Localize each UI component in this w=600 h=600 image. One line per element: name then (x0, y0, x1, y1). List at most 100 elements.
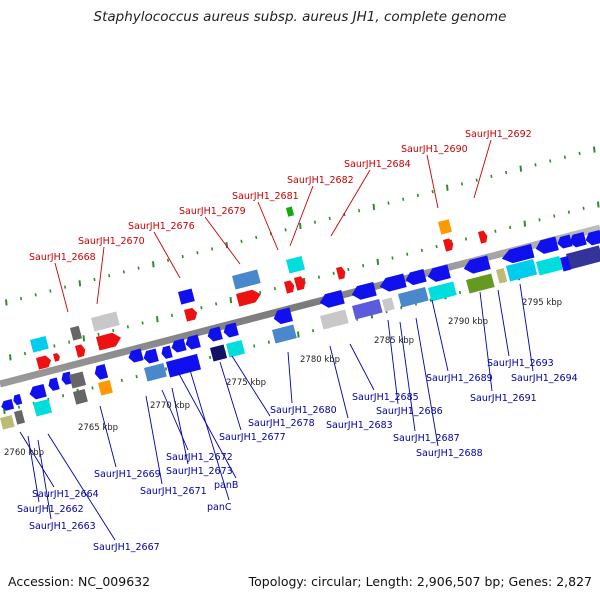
tick-mark-inner-top (332, 271, 335, 275)
gene-feature (272, 324, 297, 344)
gene-box (506, 258, 538, 282)
gene-box (0, 414, 15, 430)
top-label-connector (204, 216, 241, 265)
gene-feature (171, 338, 187, 353)
gene-box (29, 335, 49, 353)
tick-mark-outer-top (563, 155, 566, 159)
tick-mark-outer-top (475, 178, 478, 182)
tick-mark-inner-top (97, 332, 100, 337)
gene-feature (398, 286, 429, 308)
tick-mark-outer-top (211, 247, 214, 251)
gene-box (466, 273, 495, 294)
gene-feature (225, 339, 246, 358)
gene-arrow-left (29, 383, 47, 400)
gene-feature (585, 229, 600, 246)
gene-feature (319, 289, 345, 308)
tick-mark-outer-top (93, 277, 96, 282)
tick-mark-inner-bottom (458, 290, 462, 295)
gene-arrow-right (75, 344, 86, 358)
scale-label: 2760 kbp (4, 448, 44, 458)
tick-mark-inner-top (582, 206, 585, 210)
top-label-connector (96, 246, 105, 305)
gene-feature (32, 398, 53, 417)
gene-arrow-left (427, 264, 451, 282)
tick-mark-inner-top (494, 229, 497, 233)
tick-mark-outer-top (578, 151, 581, 156)
gene-arrow-left (501, 243, 535, 264)
bottom-label-connector (399, 321, 416, 432)
gene-arrow-left (379, 273, 407, 292)
gene-feature (94, 363, 109, 380)
gene-arrow-left (13, 393, 23, 406)
gene-feature (184, 307, 198, 322)
gene-box (209, 344, 228, 362)
gene-feature (536, 255, 563, 276)
bottom-label-connector (161, 389, 189, 451)
tick-mark-outer-top (416, 193, 419, 198)
gene-box (398, 286, 429, 308)
gene-feature (285, 206, 295, 217)
tick-mark-inner-top (126, 325, 129, 329)
gene-feature (231, 269, 261, 290)
gene-arrow-left (94, 363, 109, 380)
tick-mark-outer-top (549, 159, 552, 163)
gene-arrow-right (294, 276, 306, 291)
gene-arrow-right (36, 355, 52, 370)
gene-feature (496, 267, 508, 284)
gene-feature (166, 353, 201, 378)
tick-mark-inner-top (538, 218, 541, 222)
tick-mark-inner-top (376, 258, 380, 265)
gene-feature (72, 388, 88, 405)
gene-feature (13, 393, 23, 406)
gene-box (98, 379, 113, 396)
gene-feature (379, 273, 407, 292)
map-title: Staphylococcus aureus subsp. aureus JH1,… (93, 9, 507, 25)
gene-arrow-left (48, 377, 60, 391)
tick-mark-inner-top (68, 340, 71, 344)
gene-box (72, 388, 88, 405)
bottom-gene-label: SaurJH1_2672 (166, 452, 233, 463)
gene-feature (559, 255, 572, 272)
bottom-label-connector (479, 291, 493, 392)
gene-box (177, 288, 195, 305)
bottom-gene-label: SaurJH1_2691 (470, 393, 537, 404)
top-gene-label: SaurJH1_2690 (401, 144, 468, 155)
gene-arrow-left (463, 255, 491, 274)
gene-arrow-right (443, 238, 454, 252)
tick-mark-inner-top (464, 237, 468, 241)
gene-feature (29, 335, 49, 353)
tick-mark-outer-top (64, 285, 67, 289)
gene-box (32, 398, 53, 417)
gene-arrow-right (53, 352, 60, 362)
gene-feature (351, 281, 377, 300)
bottom-label-connector (219, 361, 242, 431)
bottom-label-connector (415, 317, 439, 447)
gene-feature (382, 297, 395, 312)
gene-feature (319, 309, 349, 330)
gene-feature (14, 409, 26, 425)
gene-feature (236, 289, 261, 307)
tick-mark-inner-top (509, 225, 512, 230)
bottom-label-connector (349, 343, 375, 391)
gene-feature (185, 334, 201, 350)
gene-feature (75, 344, 86, 358)
tick-mark-inner-top (523, 220, 527, 227)
bottom-gene-label: SaurJH1_2669 (94, 469, 161, 480)
tick-mark-outer-top (152, 261, 155, 268)
tick-mark-inner-bottom (91, 386, 94, 390)
tick-mark-inner-top (391, 256, 394, 260)
tick-mark-outer-top (181, 254, 184, 259)
tick-mark-outer-top (137, 266, 140, 270)
bottom-label-connector (231, 355, 271, 417)
tick-mark-outer-top (108, 274, 111, 278)
tick-mark-inner-top (156, 316, 159, 323)
gene-arrow-right (336, 266, 346, 280)
bottom-label-connector (19, 431, 55, 488)
backbone-bar (0, 224, 600, 388)
gene-feature (478, 230, 488, 244)
top-label-connector (473, 139, 492, 199)
gene-feature (405, 268, 427, 286)
gene-feature (0, 414, 15, 430)
bottom-label-connector (519, 283, 534, 372)
